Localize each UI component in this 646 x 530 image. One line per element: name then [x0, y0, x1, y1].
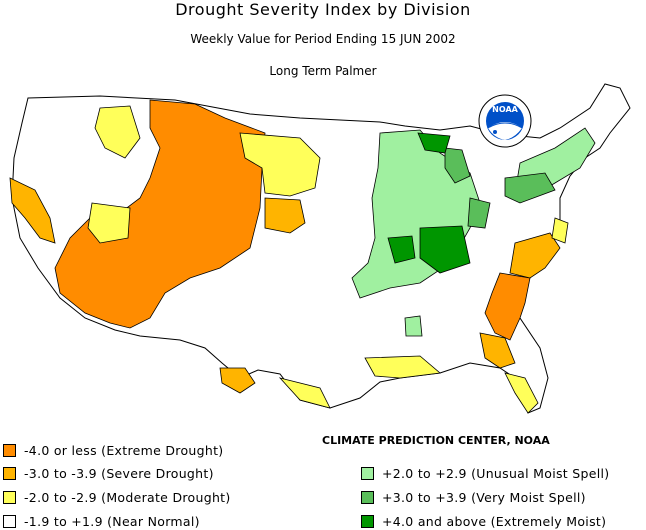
moderate-drought-dakotas	[239, 132, 321, 197]
noaa-logo-text: NOAA	[492, 105, 518, 114]
legend-item-moderate-drought: -2.0 to -2.9 (Moderate Drought)	[3, 489, 231, 505]
map-title: Drought Severity Index by Division	[175, 0, 471, 19]
extreme-drought-southeast	[484, 272, 531, 341]
severe-drought-southeast	[509, 232, 561, 279]
moderate-drought-florida	[504, 372, 539, 414]
legend-swatch	[3, 443, 16, 457]
severe-drought-california	[9, 177, 56, 244]
legend-item-severe-drought: -3.0 to -3.9 (Severe Drought)	[3, 465, 214, 481]
severe-drought-texas	[219, 367, 256, 394]
legend-label: -4.0 or less (Extreme Drought)	[24, 442, 224, 458]
moderate-drought-gulf	[364, 355, 441, 379]
extremely-moist-indiana	[419, 225, 471, 274]
legend-label: -3.0 to -3.9 (Severe Drought)	[24, 465, 214, 481]
legend-label: -2.0 to -2.9 (Moderate Drought)	[24, 489, 231, 505]
legend-item-unusual-moist: +2.0 to +2.9 (Unusual Moist Spell)	[361, 465, 609, 481]
noaa-logo	[478, 94, 532, 148]
very-moist-penn	[504, 172, 556, 204]
legend-label: +3.0 to +3.9 (Very Moist Spell)	[382, 489, 586, 505]
moderate-drought-nevada	[87, 202, 131, 244]
legend-label: +4.0 and above (Extremely Moist)	[382, 513, 607, 529]
extremely-moist-michigan	[417, 132, 451, 154]
very-moist-ohio-valley	[467, 197, 491, 229]
legend-item-extremely-moist: +4.0 and above (Extremely Moist)	[361, 513, 606, 529]
moderate-drought-washington	[94, 105, 141, 159]
legend-label: -1.9 to +1.9 (Near Normal)	[24, 513, 200, 529]
us-drought-map: NOAA	[9, 83, 631, 414]
legend-label: +2.0 to +2.9 (Unusual Moist Spell)	[382, 465, 610, 481]
legend-swatch	[3, 490, 16, 504]
legend-item-very-moist: +3.0 to +3.9 (Very Moist Spell)	[361, 489, 586, 505]
moderate-drought-midatlantic	[551, 217, 569, 244]
legend-swatch	[3, 514, 16, 528]
moist-spell-arkansas	[404, 315, 423, 337]
extremely-moist-illinois	[387, 235, 416, 264]
legend-swatch	[3, 466, 16, 480]
legend-item-extreme-drought: -4.0 or less (Extreme Drought)	[3, 442, 223, 458]
moderate-drought-texas	[278, 377, 331, 409]
severe-drought-colorado	[264, 197, 306, 234]
legend-item-near-normal: -1.9 to +1.9 (Near Normal)	[3, 513, 200, 529]
source-credit: CLIMATE PREDICTION CENTER, NOAA	[322, 434, 550, 447]
index-name: Long Term Palmer	[269, 64, 377, 78]
very-moist-michigan	[444, 147, 471, 184]
map-subtitle: Weekly Value for Period Ending 15 JUN 20…	[190, 32, 456, 46]
legend-swatch	[361, 490, 374, 504]
legend-swatch	[361, 514, 374, 528]
legend-swatch	[361, 466, 374, 480]
severe-drought-georgia	[479, 332, 516, 369]
